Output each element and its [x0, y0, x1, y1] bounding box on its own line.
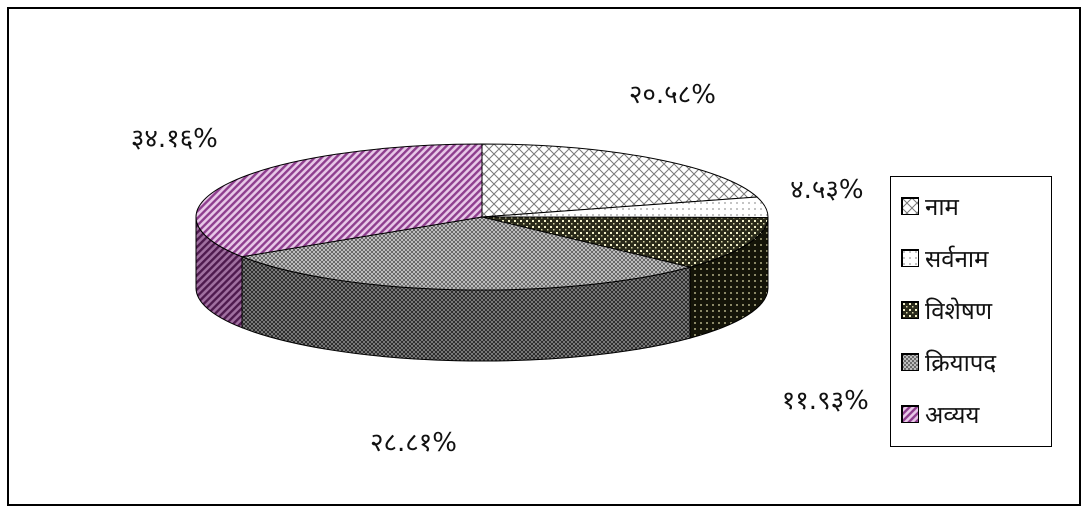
pie-chart — [195, 143, 769, 362]
legend-label-0: नाम — [925, 192, 959, 221]
legend-swatch-4 — [901, 405, 919, 423]
data-label-1: ४.५३% — [790, 174, 864, 205]
legend-swatch-0 — [901, 197, 919, 215]
data-label-0: २०.५८% — [628, 79, 716, 110]
legend-swatch-2 — [901, 301, 919, 319]
legend-item-4: अव्यय — [901, 399, 979, 429]
data-label-4: ३४.१६% — [130, 124, 218, 155]
legend-item-2: विशेषण — [901, 295, 992, 325]
legend-label-4: अव्यय — [925, 400, 980, 429]
legend-swatch-1 — [901, 249, 919, 267]
legend-item-3: क्रियापद — [901, 347, 996, 377]
legend-label-1: सर्वनाम — [925, 244, 989, 273]
slice-3 — [240, 216, 691, 291]
chart-legend: नाम सर्वनाम विशेषण क्रियापद अव्यय — [890, 176, 1052, 447]
slice-2 — [481, 216, 769, 268]
legend-swatch-3 — [901, 353, 919, 371]
legend-label-2: विशेषण — [925, 296, 993, 325]
legend-item-0: नाम — [901, 191, 959, 221]
data-label-2: ११.९३% — [781, 385, 869, 416]
chart-frame: २०.५८% ४.५३% ११.९३% २८.८१% ३४.१६% नाम सर्वनाम… — [7, 7, 1081, 506]
legend-label-3: क्रियापद — [925, 348, 997, 377]
slice-0 — [481, 143, 759, 218]
slice-4 — [195, 143, 483, 258]
data-label-3: २८.८१% — [369, 427, 457, 458]
legend-item-1: सर्वनाम — [901, 243, 988, 273]
